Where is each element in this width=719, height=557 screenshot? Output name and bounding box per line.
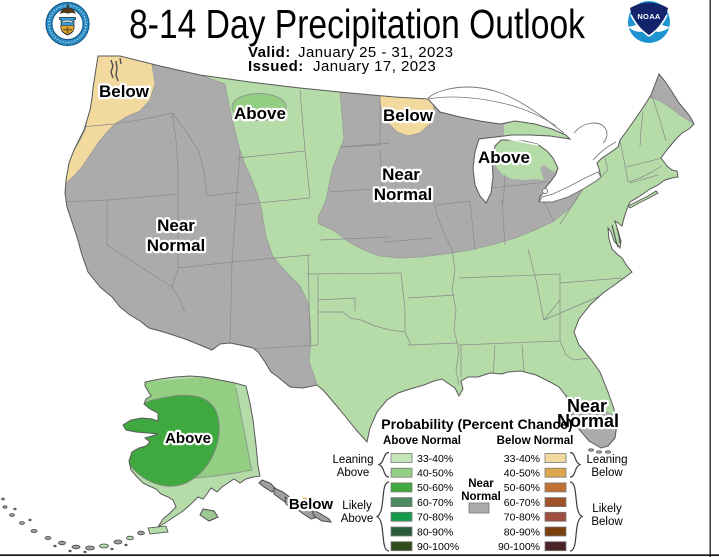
svg-text:Likely: Likely [342, 500, 372, 512]
svg-text:Near: Near [468, 478, 494, 490]
svg-text:90-100%: 90-100% [498, 541, 540, 553]
svg-text:60-70%: 60-70% [504, 497, 540, 509]
svg-text:Above: Above [478, 148, 530, 167]
svg-text:70-80%: 70-80% [417, 512, 453, 524]
svg-text:Normal: Normal [374, 185, 433, 204]
svg-text:Normal: Normal [461, 491, 501, 503]
svg-text:90-100%: 90-100% [417, 541, 459, 553]
svg-text:Below: Below [289, 496, 334, 513]
svg-text:80-90%: 80-90% [417, 526, 453, 538]
svg-text:Below: Below [591, 467, 623, 479]
svg-text:Above: Above [337, 467, 370, 479]
svg-text:Below: Below [383, 106, 434, 125]
svg-text:40-50%: 40-50% [504, 468, 540, 480]
svg-text:Above Normal: Above Normal [383, 435, 461, 447]
svg-text:Below: Below [99, 82, 150, 101]
svg-text:Leaning: Leaning [587, 454, 628, 466]
svg-text:Below Normal: Below Normal [497, 435, 574, 447]
svg-text:Likely: Likely [592, 503, 622, 515]
svg-text:80-90%: 80-90% [504, 526, 540, 538]
svg-text:33-40%: 33-40% [504, 453, 540, 465]
svg-text:Above: Above [234, 104, 286, 123]
svg-text:Probability (Percent Chance): Probability (Percent Chance) [381, 416, 572, 432]
svg-text:70-80%: 70-80% [504, 512, 540, 524]
svg-text:Above: Above [341, 513, 374, 525]
svg-text:Below: Below [591, 516, 623, 528]
svg-text:Leaning: Leaning [333, 454, 374, 466]
svg-text:Normal: Normal [557, 411, 619, 431]
svg-text:50-60%: 50-60% [417, 482, 453, 494]
svg-text:40-50%: 40-50% [417, 468, 453, 480]
svg-text:60-70%: 60-70% [417, 497, 453, 509]
svg-text:8-14 Day Precipitation Outlook: 8-14 Day Precipitation Outlook [129, 1, 585, 47]
svg-text:Above: Above [165, 430, 211, 447]
svg-text:Normal: Normal [147, 236, 206, 255]
svg-text:Near: Near [157, 216, 195, 235]
svg-text:Valid:January 25 - 31, 2023: Valid: January 25 - 31, 2023 [248, 44, 453, 61]
svg-text:Near: Near [382, 165, 420, 184]
svg-text:33-40%: 33-40% [417, 453, 453, 465]
svg-text:50-60%: 50-60% [504, 482, 540, 494]
svg-text:NOAA: NOAA [637, 12, 661, 21]
svg-text:Issued:January 17, 2023: Issued: January 17, 2023 [248, 58, 436, 75]
svg-text:Near: Near [567, 396, 607, 416]
